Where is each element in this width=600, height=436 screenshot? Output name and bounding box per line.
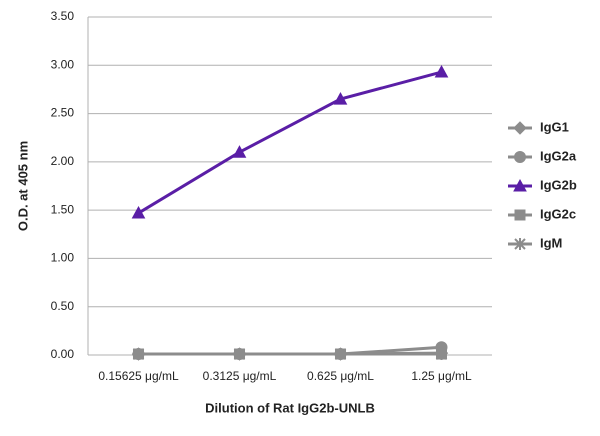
x-tick-label: 1.25 μg/mL [411, 369, 472, 383]
legend-marker [514, 151, 526, 163]
data-point [233, 348, 246, 361]
data-point [131, 205, 146, 219]
data-point [435, 348, 448, 361]
legend-marker [513, 178, 527, 192]
data-point [434, 65, 449, 78]
y-tick-label: 1.50 [51, 202, 75, 216]
legend-marker [514, 238, 526, 250]
y-tick-label: 1.00 [51, 251, 75, 265]
y-tick-label: 0.50 [51, 299, 75, 313]
y-tick-label: 2.00 [51, 154, 75, 168]
data-point [132, 348, 145, 361]
data-point [232, 145, 247, 158]
series-line [137, 70, 442, 215]
legend-label: IgM [540, 235, 562, 250]
legend-marker [514, 209, 526, 221]
y-axis-title: O.D. at 405 nm [15, 141, 30, 231]
x-axis-title: Dilution of Rat IgG2b-UNLB [205, 400, 375, 415]
x-tick-label: 0.625 μg/mL [307, 369, 374, 383]
legend-marker [513, 121, 527, 135]
y-tick-label: 0.00 [51, 347, 75, 361]
legend-label: IgG1 [540, 119, 569, 134]
legend-label: IgG2c [540, 206, 576, 221]
y-tick-label: 3.00 [51, 57, 75, 71]
x-tick-label: 0.15625 μg/mL [98, 369, 179, 383]
x-tick-label: 0.3125 μg/mL [203, 369, 277, 383]
data-point [333, 92, 348, 105]
y-tick-label: 3.50 [51, 9, 75, 23]
y-tick-label: 2.50 [51, 106, 75, 120]
legend-label: IgG2a [540, 148, 577, 163]
data-point [334, 348, 347, 361]
legend-label: IgG2b [540, 177, 577, 192]
